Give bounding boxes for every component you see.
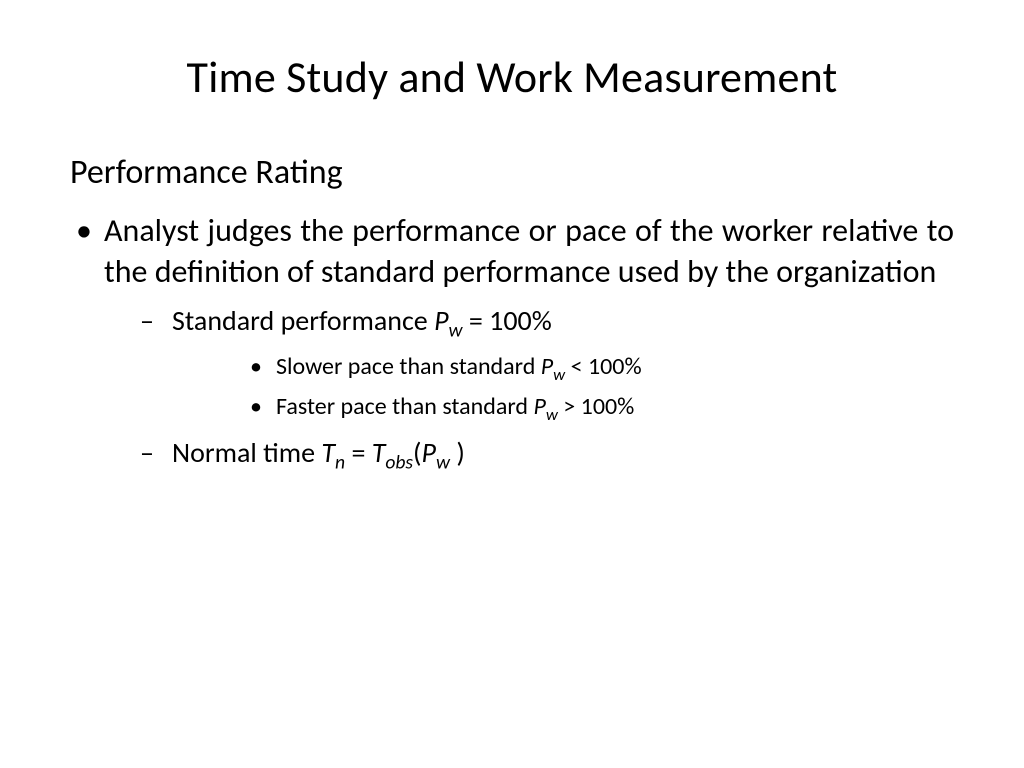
text-run: Normal time xyxy=(172,435,321,470)
text-run: > 100% xyxy=(558,392,634,421)
text-run: Slower pace than standard xyxy=(276,352,541,381)
subscript: w xyxy=(449,319,463,343)
text-run: = 100% xyxy=(463,303,552,338)
bullet-list-level1: Analyst judges the performance or pace o… xyxy=(70,211,954,476)
text-run: ) xyxy=(450,435,465,470)
bullet-item: Standard performance Pw = 100% Slower pa… xyxy=(104,303,954,427)
subscript: obs xyxy=(385,450,413,474)
variable: T xyxy=(372,435,386,470)
text-run: ( xyxy=(413,435,422,470)
text-run: Faster pace than standard xyxy=(276,392,533,421)
variable: P xyxy=(541,352,553,381)
text-run: Standard performance xyxy=(172,303,434,338)
subscript: w xyxy=(546,404,558,425)
subscript: w xyxy=(553,364,565,385)
slide-subtitle: Performance Rating xyxy=(70,152,954,193)
bullet-text: Analyst judges the performance or pace o… xyxy=(104,211,954,291)
bullet-item: Faster pace than standard Pw > 100% xyxy=(172,390,954,426)
variable: P xyxy=(422,435,436,470)
variable: P xyxy=(533,392,545,421)
subscript: n xyxy=(335,450,345,474)
bullet-list-level2: Standard performance Pw = 100% Slower pa… xyxy=(104,303,954,476)
bullet-item: Normal time Tn = Tobs(Pw ) xyxy=(104,435,954,476)
slide: Time Study and Work Measurement Performa… xyxy=(0,0,1024,768)
bullet-list-level3: Slower pace than standard Pw < 100% Fast… xyxy=(172,350,954,427)
subscript: w xyxy=(436,450,450,474)
variable: P xyxy=(434,303,448,338)
variable: T xyxy=(321,435,335,470)
bullet-item: Slower pace than standard Pw < 100% xyxy=(172,350,954,386)
text-run: < 100% xyxy=(565,352,641,381)
bullet-item: Analyst judges the performance or pace o… xyxy=(70,211,954,476)
slide-title: Time Study and Work Measurement xyxy=(70,50,954,104)
text-run: = xyxy=(345,435,372,470)
